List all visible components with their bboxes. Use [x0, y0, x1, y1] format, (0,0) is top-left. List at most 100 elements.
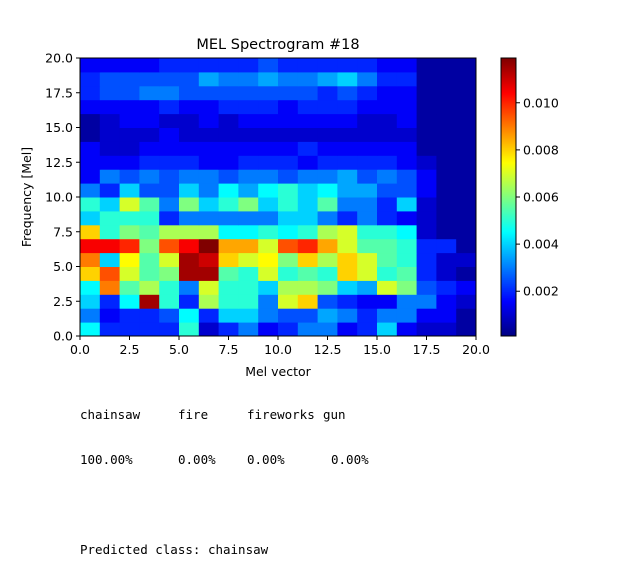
heatmap-cell — [80, 280, 101, 295]
colorbar-segment — [501, 214, 516, 217]
colorbar-segment — [501, 334, 516, 337]
heatmap-cell — [159, 127, 180, 142]
heatmap-cell — [436, 280, 457, 295]
x-tick-label: 10.0 — [264, 342, 292, 357]
heatmap-cell — [258, 322, 279, 337]
heatmap-cell — [218, 280, 239, 295]
heatmap-cell — [139, 280, 160, 295]
colorbar-ticks: 0.002 0.004 0.006 0.008 0.010 — [516, 95, 559, 299]
heatmap-cell — [416, 127, 437, 142]
colorbar-segment — [501, 64, 516, 67]
heatmap-cell — [278, 58, 299, 73]
heatmap-cell — [357, 127, 378, 142]
colorbar-segment — [501, 310, 516, 313]
heatmap-cell — [198, 294, 220, 309]
heatmap-cell — [139, 294, 160, 309]
heatmap-cell — [258, 308, 279, 323]
spectrogram-figure: MEL Spectrogram #18 0.0 2.5 5.0 7.5 10.0 12.5… — [19, 37, 559, 379]
x-tick-label: 5.0 — [169, 342, 189, 357]
heatmap-cell — [99, 169, 121, 184]
colorbar-segment — [501, 250, 516, 253]
colorbar-segment — [501, 274, 516, 277]
heatmap-cell — [139, 58, 160, 73]
heatmap-cell — [218, 183, 239, 198]
heatmap-cell — [456, 238, 477, 254]
heatmap-cell — [396, 322, 418, 337]
heatmap-cell — [396, 169, 418, 184]
heatmap-cell — [179, 322, 200, 337]
heatmap-cell — [337, 99, 358, 115]
heatmap-cell — [258, 141, 279, 156]
heatmap-cell — [238, 308, 259, 323]
heatmap-cell — [198, 197, 220, 212]
heatmap-cell — [416, 169, 437, 184]
heatmap-cell — [377, 210, 398, 226]
colorbar-segment — [501, 92, 516, 95]
heatmap-cell — [159, 169, 180, 184]
heatmap-cell — [317, 169, 338, 184]
heatmap-cell — [337, 238, 358, 254]
heatmap-cell — [337, 210, 358, 226]
colorbar-segment — [501, 94, 516, 97]
heatmap-cell — [357, 224, 378, 240]
heatmap-cell — [297, 280, 319, 295]
heatmap-cell — [119, 238, 140, 254]
colorbar-segment — [501, 302, 516, 305]
heatmap-cell — [337, 169, 358, 184]
heatmap-cell — [159, 252, 180, 267]
heatmap-cell — [258, 210, 279, 226]
heatmap-cell — [119, 113, 140, 128]
heatmap-cell — [258, 155, 279, 170]
heatmap-cell — [179, 308, 200, 323]
heatmap-cell — [357, 266, 378, 281]
heatmap-cell — [456, 99, 477, 115]
heatmap-cell — [317, 197, 338, 212]
heatmap-cell — [238, 169, 259, 184]
colorbar-segment — [501, 308, 516, 311]
heatmap-cell — [297, 294, 319, 309]
heatmap-cell — [119, 99, 140, 115]
heatmap-cell — [198, 58, 220, 73]
colorbar-segment — [501, 66, 516, 69]
colorbar-segment — [501, 72, 516, 75]
class-probability: 0.00% — [247, 452, 285, 467]
heatmap-cell — [258, 224, 279, 240]
heatmap-cell — [258, 294, 279, 309]
heatmap-cell — [218, 85, 239, 101]
colorbar-tick-label: 0.010 — [523, 95, 559, 110]
heatmap-cell — [416, 252, 437, 267]
heatmap-cell — [377, 252, 398, 267]
heatmap-cell — [377, 294, 398, 309]
heatmap-cell — [396, 127, 418, 142]
heatmap-cell — [278, 155, 299, 170]
colorbar-segment — [501, 222, 516, 225]
heatmap-cell — [377, 280, 398, 295]
heatmap-cell — [278, 113, 299, 128]
heatmap-cell — [357, 113, 378, 128]
heatmap-cell — [238, 113, 259, 128]
heatmap-cell — [436, 238, 457, 254]
heatmap-cell — [99, 252, 121, 267]
heatmap-cell — [139, 85, 160, 101]
heatmap-cell — [278, 266, 299, 281]
heatmap-cell — [159, 280, 180, 295]
heatmap-cell — [456, 210, 477, 226]
heatmap-cell — [179, 113, 200, 128]
colorbar-segment — [501, 220, 516, 223]
heatmap-cell — [278, 252, 299, 267]
colorbar-segment — [501, 154, 516, 157]
colorbar-segment — [501, 246, 516, 249]
colorbar-segment — [501, 124, 516, 127]
heatmap-cell — [99, 238, 121, 254]
heatmap-cell — [99, 58, 121, 73]
heatmap-cell — [159, 322, 180, 337]
prediction-label: Predicted class: — [80, 542, 201, 557]
colorbar-segment — [501, 256, 516, 259]
colorbar-segment — [501, 134, 516, 137]
colorbar-segment — [501, 244, 516, 247]
heatmap-cell — [396, 183, 418, 198]
heatmap-cell — [159, 141, 180, 156]
heatmap-cell — [317, 71, 338, 87]
heatmap-cell — [159, 197, 180, 212]
heatmap-cell — [218, 294, 239, 309]
